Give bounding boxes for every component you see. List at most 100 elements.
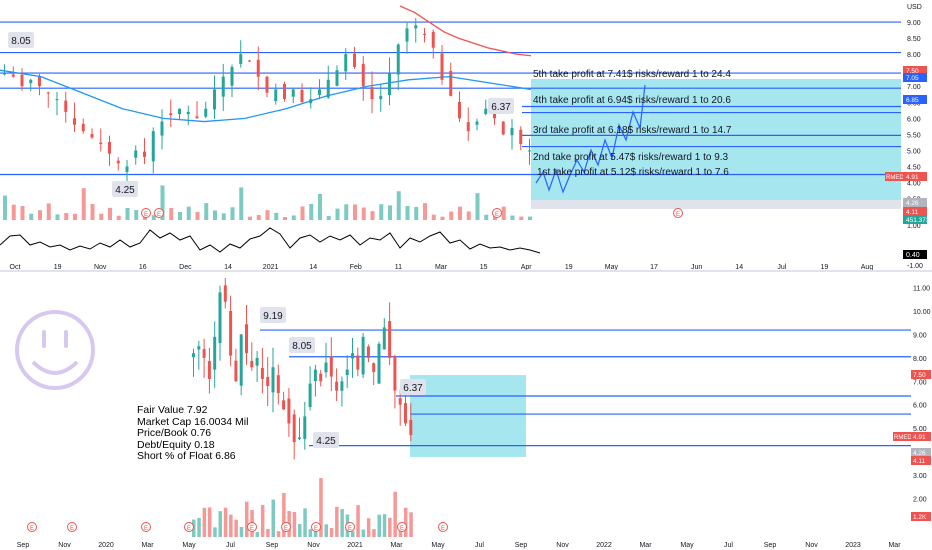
candle-body (298, 437, 301, 439)
volume-bar (55, 214, 60, 220)
candle-body (287, 398, 291, 424)
volume-bar (274, 212, 279, 220)
time-tick: Dec (179, 264, 192, 271)
bottom-price-axis: 11.0010.009.008.007.006.005.004.003.002.… (913, 286, 931, 504)
svg-text:E: E (348, 526, 352, 532)
candle-body (291, 89, 295, 97)
take-profit-label: 1st take profit at 5.12$ risks/reward 1 … (537, 167, 729, 178)
candle-body (186, 111, 190, 115)
volume-bar (38, 210, 42, 220)
volume-bar (291, 215, 296, 220)
candle-body (250, 360, 254, 368)
volume-bar (213, 210, 217, 220)
candle-body (405, 28, 409, 42)
price-tick: 10.00 (913, 309, 931, 316)
time-tick: Sep (266, 542, 279, 549)
earnings-icon[interactable] (67, 522, 77, 532)
candle-body (335, 70, 339, 86)
candle-body (398, 398, 402, 405)
earnings-icon[interactable] (184, 522, 194, 532)
candle-body (202, 349, 206, 358)
svg-text:E: E (400, 526, 404, 532)
price-tick: 8.00 (907, 52, 921, 59)
earnings-icon[interactable] (673, 208, 683, 218)
price-flag-text: 7.50 (913, 372, 926, 379)
volume-bar (265, 210, 270, 220)
volume-bar (377, 514, 381, 537)
earnings-icon[interactable] (281, 522, 291, 532)
volume-bar (396, 191, 401, 220)
price-flag (903, 66, 927, 75)
time-tick: May (680, 542, 694, 549)
earnings-icon[interactable] (27, 522, 37, 532)
moving-average-line (0, 69, 532, 123)
price-tick: 4.50 (907, 164, 921, 171)
oscillator-flag-text: 0.40 (906, 252, 920, 259)
candle-body (440, 53, 444, 80)
earnings-icon[interactable] (247, 522, 257, 532)
time-tick: Jul (475, 542, 484, 549)
volume-bar (366, 518, 371, 537)
earnings-icon[interactable] (492, 208, 502, 218)
time-tick: 2021 (263, 264, 279, 271)
price-flag-text: 4.26 (913, 450, 926, 457)
price-tick: 6.00 (913, 403, 927, 410)
bottom-chart-pane[interactable]: 9.19 8.05 6.37 4.25 11.00 10.00 9.00 8.00 7.00 6… (15, 208, 931, 550)
top-candles (3, 18, 531, 183)
bottom-time-axis: Sep Nov 2020 Mar May Jul Sep Nov 2021 Mar May Jul Se… (17, 542, 901, 549)
candle-body (431, 31, 435, 48)
candle-body (256, 59, 260, 77)
candle-body (20, 74, 24, 87)
candle-body (223, 285, 227, 302)
candle-body (326, 79, 330, 98)
time-tick: Apr (521, 264, 533, 271)
candle-body (340, 381, 344, 391)
time-tick: 14 (309, 264, 317, 271)
earnings-icon[interactable] (141, 522, 151, 532)
volume-bar (20, 206, 25, 220)
svg-text:E: E (284, 526, 288, 532)
earnings-icon[interactable] (397, 522, 407, 532)
volume-bar (64, 213, 69, 220)
fair-value: Fair Value 7.92 (137, 404, 208, 416)
candle-body (239, 334, 243, 386)
price-tick: 5.50 (907, 132, 921, 139)
earnings-icon[interactable] (141, 208, 151, 218)
candle-body (396, 44, 400, 75)
svg-text:E: E (250, 526, 254, 532)
volume-bar (29, 213, 34, 220)
earnings-icon[interactable] (311, 522, 321, 532)
volume-bar (326, 216, 331, 220)
candle-body (276, 375, 280, 393)
price-tick: 9.00 (913, 332, 927, 339)
time-tick: Jul (226, 542, 235, 549)
candle-body (388, 73, 391, 96)
candle-body (178, 108, 181, 115)
candle-body (108, 142, 111, 154)
earnings-icon[interactable] (154, 208, 164, 218)
volume-bar (202, 507, 207, 537)
earnings-icon[interactable] (438, 522, 448, 532)
volume-bar (234, 519, 238, 537)
candle-body (207, 361, 211, 379)
time-tick: Jul (724, 542, 733, 549)
candle-body (361, 63, 365, 87)
price-flag-text: 7.50 (906, 68, 919, 75)
volume-bar (218, 511, 222, 537)
price-tick: 11.00 (913, 286, 930, 293)
ticker-flag (885, 172, 903, 181)
earnings-icon[interactable] (345, 522, 355, 532)
price-flag (911, 456, 931, 465)
candle-body (197, 346, 201, 350)
svg-text:E: E (30, 526, 34, 532)
time-tick: Mar (390, 542, 403, 549)
price-label: 8.05 (289, 337, 315, 353)
time-tick: Nov (556, 542, 569, 549)
svg-text:E: E (157, 212, 161, 218)
candle-body (393, 356, 397, 391)
top-chart-pane[interactable]: 8.05 6.37 4.25 5th take profit at 7.41$ ri… (0, 4, 932, 271)
volume-bar (256, 214, 261, 220)
short-float: Short % of Float 6.86 (137, 450, 236, 462)
